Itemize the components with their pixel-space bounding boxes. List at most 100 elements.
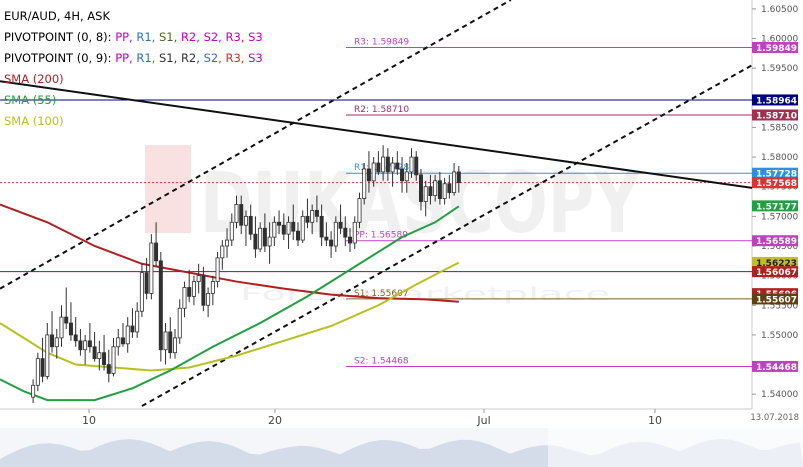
candle	[102, 334, 107, 371]
price-tag: 1.56223	[752, 256, 798, 269]
candle	[158, 251, 163, 362]
candle	[456, 165, 461, 193]
candle	[376, 151, 381, 175]
candle	[295, 222, 300, 246]
candle-body	[310, 210, 315, 223]
candle	[258, 222, 263, 252]
candle	[362, 163, 367, 205]
candle	[154, 222, 159, 267]
price-tag-bg	[752, 256, 798, 268]
price-tag-label: 1.57177	[756, 202, 797, 212]
candle	[40, 337, 45, 383]
candle	[404, 163, 409, 193]
pivot-legend-prefix: PIVOTPOINT (0, 8):	[4, 30, 116, 44]
candle-body	[291, 221, 296, 232]
price-tag-bg	[752, 94, 798, 106]
candle-body	[409, 156, 414, 173]
candle	[59, 305, 64, 347]
navigator-window	[548, 428, 803, 467]
candle	[125, 317, 130, 353]
candle	[87, 323, 92, 353]
sma55-line	[0, 205, 460, 402]
candle-body	[111, 346, 116, 374]
candle	[35, 352, 40, 392]
y-tick-label: 1.56500	[761, 242, 798, 252]
pivot-legend-item: S1,	[159, 30, 181, 44]
candle	[50, 311, 55, 353]
price-tag: 1.59849	[752, 41, 798, 54]
candle-body	[163, 331, 168, 351]
candle-body	[243, 215, 248, 226]
candle	[92, 331, 97, 362]
candle	[97, 340, 102, 371]
candle-body	[35, 358, 40, 386]
candle-body	[215, 257, 220, 282]
candle-body	[390, 162, 395, 173]
pivot-legend-item: R1,	[136, 51, 159, 65]
candle-body	[125, 325, 130, 345]
candle	[291, 204, 296, 241]
candle-body	[343, 227, 348, 238]
price-tag-label: 1.58964	[756, 96, 797, 106]
price-tag: 1.58710	[752, 109, 798, 121]
candle	[286, 216, 291, 249]
candle-body	[139, 272, 144, 312]
candle	[310, 204, 315, 235]
candle-body	[234, 204, 239, 223]
candle-body	[381, 156, 386, 173]
pivot-legend-item: R1,	[136, 30, 159, 44]
sma100-legend: SMA (100)	[4, 114, 64, 128]
candle-body	[300, 215, 305, 241]
candle	[177, 299, 182, 344]
candle	[324, 222, 329, 246]
trend-line	[0, 80, 753, 189]
price-tag-bg	[752, 200, 798, 212]
candle-body	[437, 180, 442, 199]
x-tick-label: 10	[648, 414, 662, 427]
candle-body	[116, 337, 121, 348]
candle-body	[447, 183, 452, 194]
candle-body	[423, 186, 428, 202]
candle-body	[452, 171, 457, 194]
price-tag-label: 1.57568	[756, 179, 797, 189]
candle	[229, 213, 234, 246]
candle-body	[362, 168, 367, 199]
candle-body	[191, 281, 196, 297]
candle	[135, 302, 140, 338]
candle-body	[404, 171, 409, 182]
candle	[206, 287, 211, 318]
pivot-label: R3: 1.59849	[354, 37, 409, 47]
pivot-label: S1: 1.55607	[354, 289, 409, 299]
candle-body	[262, 227, 267, 247]
price-tag-bg	[752, 167, 798, 179]
watermark-logo	[145, 145, 191, 233]
price-tag-bg	[752, 266, 798, 278]
price-tag-label: 1.56589	[756, 237, 797, 247]
candle-body	[106, 364, 111, 374]
candle	[338, 204, 343, 235]
pivot-legend-item: PP,	[115, 30, 137, 44]
candle-body	[267, 236, 272, 247]
candle-body	[324, 236, 329, 241]
candle	[111, 337, 116, 377]
candle	[418, 168, 423, 211]
candle	[253, 216, 258, 258]
price-tag-bg	[752, 360, 798, 372]
price-tag: 1.56589	[752, 235, 798, 247]
candle	[395, 151, 400, 175]
candle	[437, 171, 442, 205]
candle-body	[400, 168, 405, 182]
candle	[78, 328, 83, 356]
candle-body	[87, 340, 92, 348]
candle	[220, 240, 225, 270]
candle	[357, 192, 362, 229]
candle	[106, 349, 111, 383]
candle	[215, 251, 220, 288]
candle	[447, 174, 452, 199]
candle-body	[196, 275, 201, 282]
candle-body	[385, 156, 390, 173]
candle-body	[338, 221, 343, 229]
candle-body	[239, 204, 244, 226]
price-tag-bg	[752, 293, 798, 305]
